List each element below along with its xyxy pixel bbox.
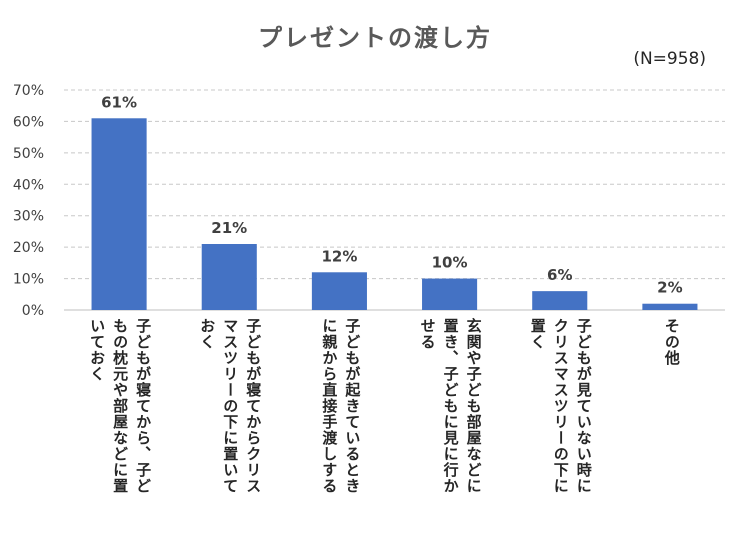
y-tick-label: 60% bbox=[13, 114, 44, 130]
sample-size-note: (N=958) bbox=[633, 49, 706, 69]
y-tick-label: 70% bbox=[13, 83, 44, 99]
y-tick-label: 30% bbox=[13, 209, 44, 225]
category-label: その他 bbox=[662, 318, 681, 366]
category-label-line: マスツリーの下に置いて bbox=[221, 318, 240, 494]
category-label-line: 玄関や子ども部屋などに bbox=[464, 318, 483, 494]
data-label: 21% bbox=[211, 219, 247, 237]
bar bbox=[642, 303, 698, 310]
category-label-line: クリスマスツリーの下に bbox=[551, 318, 570, 494]
bar bbox=[422, 278, 478, 310]
data-label: 6% bbox=[547, 266, 572, 284]
y-tick-label: 20% bbox=[13, 240, 44, 256]
category-label-line: 子どもが起きているとき bbox=[343, 318, 362, 494]
category-label-line: 置き、子どもに見に行か bbox=[441, 318, 460, 494]
category-label: 子どもが寝てから、子ど もの枕元や部屋などに置 いておく bbox=[88, 318, 153, 494]
category-label-line: に親から直接手渡しする bbox=[320, 318, 339, 494]
chart-title: プレゼントの渡し方 bbox=[258, 24, 492, 52]
category-label-line: その他 bbox=[662, 318, 681, 366]
bar bbox=[91, 118, 147, 311]
category-label: 子どもが見ていない時に クリスマスツリーの下に 置く bbox=[528, 318, 593, 494]
y-tick-label: 40% bbox=[13, 177, 44, 193]
data-label: 61% bbox=[101, 93, 137, 111]
y-tick-label: 0% bbox=[22, 303, 44, 319]
data-label: 12% bbox=[321, 247, 357, 265]
bar bbox=[311, 272, 367, 310]
category-label: 子どもが起きているとき に親から直接手渡しする bbox=[320, 318, 362, 494]
category-label-line: せる bbox=[418, 318, 437, 350]
category-label-line: いておく bbox=[88, 318, 107, 382]
category-label: 玄関や子ども部屋などに 置き、子どもに見に行か せる bbox=[418, 318, 483, 494]
data-label: 10% bbox=[432, 254, 468, 272]
category-label-line: 子どもが見ていない時に bbox=[574, 318, 593, 494]
category-label-line: おく bbox=[198, 318, 217, 350]
category-label-line: 子どもが寝てから、子ど bbox=[134, 318, 153, 494]
y-tick-label: 10% bbox=[13, 272, 44, 288]
bar bbox=[532, 291, 588, 310]
category-label: 子どもが寝てからクリス マスツリーの下に置いて おく bbox=[198, 318, 263, 494]
data-label: 2% bbox=[657, 279, 682, 297]
category-label-line: 置く bbox=[528, 318, 547, 350]
bar bbox=[201, 244, 257, 310]
category-label-line: 子どもが寝てからクリス bbox=[244, 318, 263, 494]
category-label-line: もの枕元や部屋などに置 bbox=[111, 318, 130, 494]
y-tick-label: 50% bbox=[13, 146, 44, 162]
